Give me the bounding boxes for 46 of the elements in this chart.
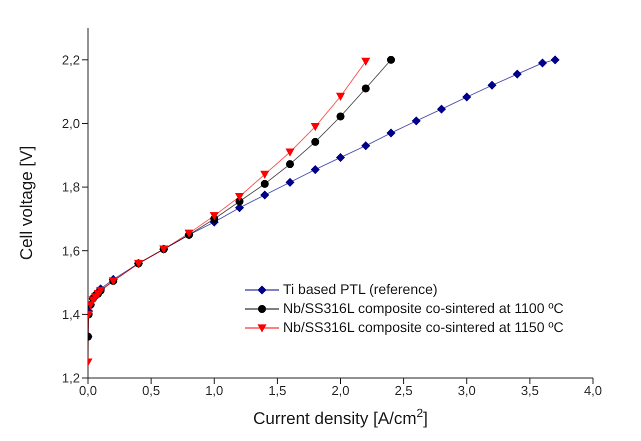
legend-label: Nb/SS316L composite co-sintered at 1150 ºC <box>283 318 564 337</box>
point <box>260 170 270 179</box>
y-tick-label: 1,8 <box>62 180 80 195</box>
point <box>412 116 421 126</box>
y-tick-label: 2,0 <box>62 116 80 132</box>
x-tick-label: 2,0 <box>331 383 350 398</box>
point <box>286 178 294 187</box>
point <box>386 128 396 138</box>
x-tick-label: 0,0 <box>78 383 98 398</box>
point <box>462 92 472 102</box>
point <box>387 56 395 64</box>
point <box>311 138 320 146</box>
point <box>550 55 560 64</box>
point <box>260 180 269 188</box>
point <box>310 165 320 174</box>
x-axis-title: Current density [A/cm$^{2}$] <box>253 406 428 428</box>
x-tick-label: 4,0 <box>584 383 602 398</box>
point <box>488 80 496 90</box>
legend-label: Ti based PTL (reference) <box>283 280 438 299</box>
x-tick-label: 3,5 <box>520 383 539 398</box>
point <box>336 92 345 101</box>
point <box>286 160 294 168</box>
x-tick-label: 1,5 <box>268 383 286 398</box>
x-tick-label: 2,5 <box>394 383 413 398</box>
point <box>336 153 345 162</box>
y-tick-label: 1,4 <box>62 306 80 322</box>
point <box>286 148 294 157</box>
x-tick-label: 3,0 <box>458 383 476 398</box>
point <box>210 212 219 220</box>
legend-label: Nb/SS316L composite co-sintered at 1100 ºC <box>283 299 564 318</box>
point <box>336 112 344 120</box>
point <box>260 190 270 200</box>
y-tick-label: 1,2 <box>62 370 80 386</box>
point <box>361 58 370 66</box>
x-tick-label: 1,0 <box>205 383 224 398</box>
point <box>235 193 244 202</box>
x-tick-label: 0,5 <box>142 383 160 398</box>
point <box>310 123 320 132</box>
y-tick-label: 1,6 <box>62 243 80 258</box>
point <box>538 58 547 68</box>
point <box>361 141 370 150</box>
point <box>437 104 446 114</box>
point <box>512 70 522 79</box>
y-tick-label: 2,2 <box>62 52 80 68</box>
point <box>362 84 370 92</box>
y-axis-title: Cell voltage [V] <box>17 146 36 260</box>
